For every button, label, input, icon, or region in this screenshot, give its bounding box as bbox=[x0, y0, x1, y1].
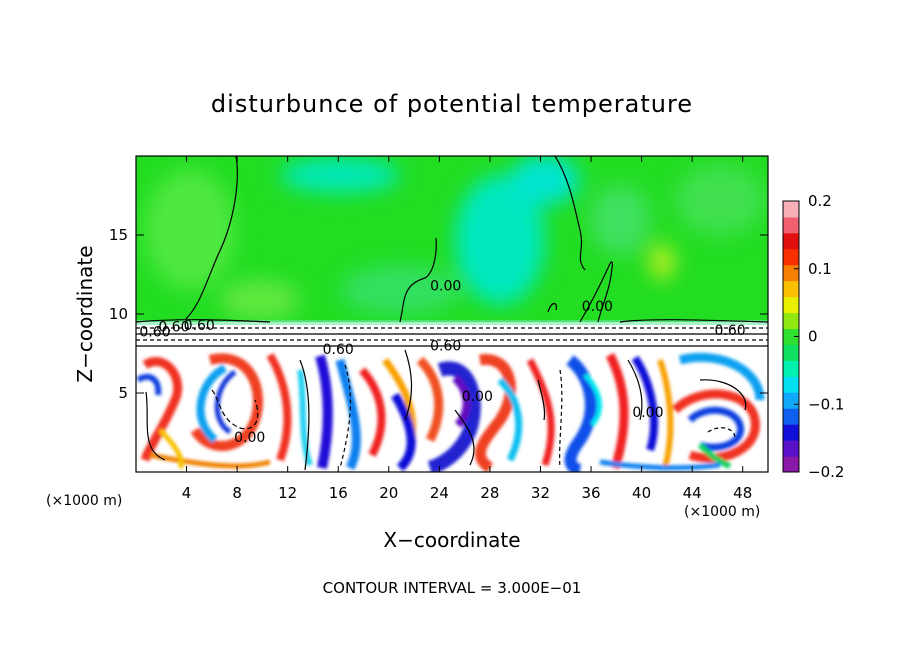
x-tick-label: 48 bbox=[733, 484, 752, 502]
contour-labels: 0.600.600.600.000.600.000.600.000.000.00… bbox=[139, 279, 745, 447]
x-tick-label: 24 bbox=[430, 484, 449, 502]
colorbar-tick-label: 0.2 bbox=[808, 192, 832, 210]
x-tick-label: 32 bbox=[531, 484, 550, 502]
x-tick-label: 4 bbox=[182, 484, 192, 502]
colorbar-swatch bbox=[783, 424, 799, 441]
contour-label: 0.60 bbox=[430, 339, 461, 355]
colorbar bbox=[783, 201, 799, 473]
x-tick-label: 40 bbox=[632, 484, 651, 502]
colorbar-swatch bbox=[783, 312, 799, 330]
y-tick-label: 10 bbox=[109, 305, 128, 323]
contour-label: 0.00 bbox=[582, 299, 613, 315]
contour-label: 0.60 bbox=[184, 318, 215, 334]
colorbar-tick-label: −0.2 bbox=[808, 463, 844, 481]
colorbar-swatch bbox=[783, 280, 799, 298]
contour-label: 0.00 bbox=[234, 430, 265, 446]
colorbar-swatch bbox=[783, 248, 799, 266]
chart-title: disturbunce of potential temperature bbox=[211, 90, 693, 118]
heatmap-field: 0.600.600.600.000.600.000.600.000.000.00… bbox=[136, 156, 768, 472]
y-tick-label: 5 bbox=[118, 384, 128, 402]
colorbar-tick-label: 0 bbox=[808, 328, 818, 346]
colorbar-swatch bbox=[783, 232, 799, 250]
y-axis: 5 10 15 bbox=[109, 226, 768, 402]
x-axis: 4 8 12 16 20 24 28 32 36 40 44 48 bbox=[182, 156, 752, 502]
colorbar-swatch bbox=[783, 376, 799, 393]
contour-label: 0.60 bbox=[714, 323, 745, 339]
y-tick-label: 15 bbox=[109, 226, 128, 244]
x-tick-label: 20 bbox=[379, 484, 398, 502]
colorbar-swatch bbox=[783, 408, 799, 425]
x-tick-label: 36 bbox=[581, 484, 600, 502]
x-tick-label: 44 bbox=[683, 484, 702, 502]
contour-label: 0.60 bbox=[323, 342, 354, 358]
colorbar-swatch bbox=[783, 328, 799, 345]
x-tick-label: 28 bbox=[480, 484, 499, 502]
colorbar-swatch bbox=[783, 440, 799, 457]
x-unit-left: (×1000 m) bbox=[46, 493, 122, 509]
x-axis-label: X−coordinate bbox=[383, 528, 520, 552]
colorbar-tick-label: 0.1 bbox=[808, 260, 832, 278]
colorbar-swatch bbox=[783, 392, 799, 409]
contour-label: 0.60 bbox=[139, 324, 170, 340]
contour-label: 0.60 bbox=[158, 320, 189, 336]
colorbar-swatch bbox=[783, 360, 799, 377]
contour-label: 0.00 bbox=[632, 405, 663, 421]
contour-interval-note: CONTOUR INTERVAL = 3.000E−01 bbox=[323, 579, 582, 597]
x-tick-label: 16 bbox=[329, 484, 348, 502]
x-unit-right: (×1000 m) bbox=[684, 504, 760, 520]
colorbar-ticks: 0.2 0.1 0 −0.1 −0.2 bbox=[794, 192, 844, 481]
x-tick-label: 12 bbox=[278, 484, 297, 502]
contour-label: 0.00 bbox=[430, 279, 461, 295]
colorbar-swatch bbox=[783, 264, 799, 282]
colorbar-swatch bbox=[783, 201, 799, 218]
colorbar-swatch bbox=[783, 456, 799, 473]
colorbar-swatch bbox=[783, 216, 799, 234]
contour-label: 0.00 bbox=[462, 389, 493, 405]
x-tick-label: 8 bbox=[232, 484, 242, 502]
colorbar-swatch bbox=[783, 344, 799, 361]
y-axis-label: Z−coordinate bbox=[73, 245, 97, 382]
colorbar-swatch bbox=[783, 296, 799, 314]
colorbar-tick-label: −0.1 bbox=[808, 395, 844, 413]
contour-lines bbox=[136, 156, 768, 471]
